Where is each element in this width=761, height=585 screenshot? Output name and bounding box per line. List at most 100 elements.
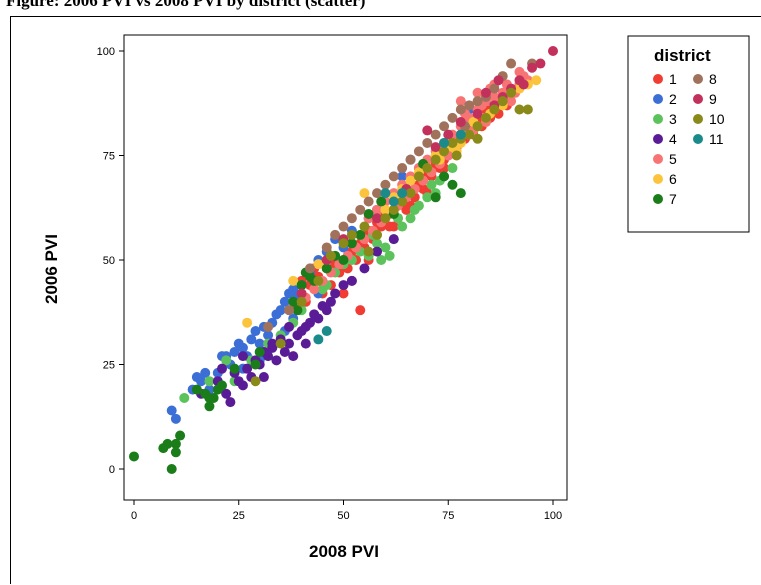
x-tick-label: 75 [442,510,454,522]
data-point [388,234,399,245]
data-point [313,313,324,324]
data-point [506,87,517,98]
data-point [166,405,177,416]
data-point [162,438,173,449]
data-points [129,46,558,474]
legend-label-10: 10 [709,111,725,127]
x-tick-label: 0 [131,510,137,522]
y-tick-label: 100 [97,46,115,58]
data-point [497,96,508,107]
legend-marker-9 [693,94,703,104]
data-point [464,100,475,111]
y-tick-label: 25 [103,360,115,372]
data-point [254,338,265,349]
data-point [267,338,278,349]
data-point [455,104,466,115]
data-point [388,221,399,232]
data-point [355,229,366,240]
legend-box [627,35,750,233]
data-point [359,188,370,199]
data-point [388,204,399,215]
data-point [535,58,546,69]
data-point [451,150,462,161]
data-point [300,338,311,349]
data-point [250,376,261,387]
data-point [250,359,261,370]
data-point [200,367,211,378]
data-point [439,146,450,157]
data-point [397,221,408,232]
data-point [246,334,257,345]
data-point [346,275,357,286]
data-point [304,263,315,274]
data-point [275,305,286,316]
data-point [439,171,450,182]
x-tick-label: 25 [233,510,245,522]
legend-label-7: 7 [669,191,677,207]
data-point [527,62,538,73]
data-point [409,204,420,215]
legend-marker-7 [653,194,663,204]
data-point [338,280,349,291]
data-point [279,296,290,307]
data-point [439,121,450,132]
data-point [204,401,215,412]
data-point [548,46,558,56]
data-point [430,129,441,140]
data-point [221,355,232,366]
legend-marker-2 [653,94,663,104]
data-point [254,346,265,357]
data-point [518,79,529,90]
data-point [288,351,299,362]
data-point [405,188,416,199]
data-point [271,355,282,366]
data-point [321,305,332,316]
data-point [447,112,458,123]
data-point [288,296,299,307]
data-point [506,58,517,69]
figure-caption-text: Figure: 2006 PVI vs 2008 PVI by district… [6,0,366,10]
data-point [443,129,454,140]
data-point [175,430,186,441]
y-tick-label: 50 [103,255,115,267]
data-point [397,163,408,174]
data-point [405,213,416,224]
data-point [489,83,500,94]
data-point [472,108,483,119]
legend-title: district [654,46,711,65]
data-point [372,188,383,199]
data-point [359,221,370,232]
data-point [263,351,274,362]
data-point [363,209,374,220]
data-point [355,204,366,215]
legend-label-6: 6 [669,171,677,187]
x-tick-label: 100 [544,510,562,522]
data-point [455,188,466,199]
y-axis-title: 2006 PVI [42,234,61,304]
data-point [430,192,441,203]
data-point [380,213,391,224]
data-point [330,229,341,240]
data-point [330,288,341,299]
data-point [296,288,307,299]
data-point [531,75,542,86]
data-point [346,238,357,249]
data-point [405,154,416,165]
data-point [472,121,483,132]
data-point [296,280,307,291]
data-point [376,196,387,207]
data-point [430,154,441,165]
data-point [380,179,391,190]
data-point [372,246,383,257]
data-point [229,346,240,357]
data-point [275,338,286,349]
legend-label-4: 4 [669,131,677,147]
data-point [472,133,483,144]
data-point [196,376,207,387]
data-point [263,330,274,341]
data-point [237,351,248,362]
legend-marker-6 [653,174,663,184]
data-point [372,204,383,215]
legend-marker-11 [693,134,703,144]
